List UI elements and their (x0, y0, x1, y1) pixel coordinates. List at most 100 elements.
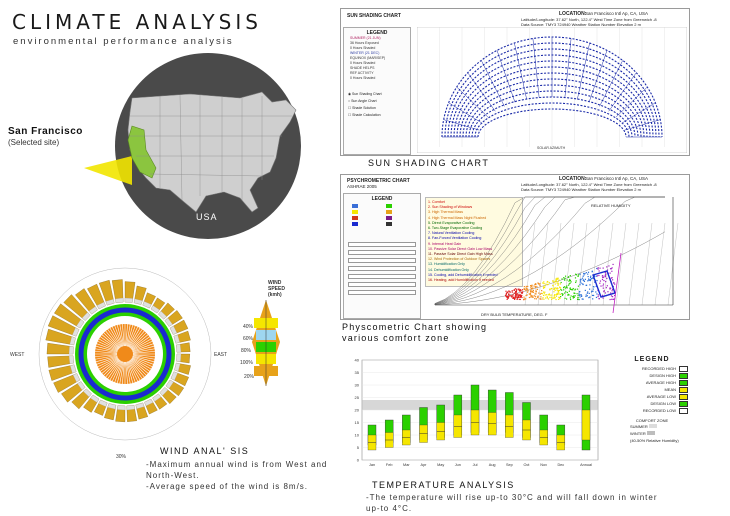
temp-legend-label: DESIGN LOW (650, 401, 676, 406)
psy-data-point (507, 297, 510, 299)
wind-petal-base (150, 305, 160, 314)
temp-month-label: May (437, 463, 444, 467)
temp-legend-item: MEAN (610, 386, 694, 393)
psy-data-point (583, 280, 586, 282)
psy-data-point (610, 295, 613, 297)
psy-data-point (598, 274, 600, 277)
temp-month-label: Sep (506, 463, 513, 467)
psy-data-point (505, 293, 507, 295)
psy-data-point (602, 283, 605, 285)
wet-bulb-line (615, 222, 627, 306)
psy-data-point (559, 283, 561, 285)
temp-note-1: -The temperature will rise up-to 30°C an… (366, 493, 658, 502)
wet-bulb-line (602, 222, 614, 306)
psy-data-point (533, 285, 535, 287)
sun-legend-item: SHADE HELPS (350, 66, 375, 70)
psy-data-point (508, 290, 510, 292)
psy-data-point (565, 286, 568, 288)
sun-path-arc (471, 96, 633, 138)
psy-control-field[interactable] (348, 274, 416, 279)
psy-data-point (557, 290, 559, 293)
psy-data-point (593, 276, 596, 278)
psy-data-point (601, 275, 604, 277)
psy-data-point (541, 293, 543, 295)
psy-swatch (352, 216, 358, 220)
sun-option-4[interactable]: ☐ Shade Calculation (348, 113, 381, 117)
temp-y-tick: 15 (355, 420, 360, 425)
psy-data-point (602, 297, 604, 299)
psy-data-point (584, 273, 586, 275)
psy-data-point (512, 297, 514, 299)
wind-petal-base (83, 388, 92, 398)
psy-data-point (587, 280, 589, 282)
psy-control-field[interactable] (348, 282, 416, 287)
sun-location-value: San Francisco Intl Ap, CA, USA (585, 11, 649, 16)
psy-control-field[interactable] (348, 250, 416, 255)
psy-data-point (542, 282, 544, 284)
sun-option-label: Sun Angle Chart (351, 99, 377, 103)
psy-data-point (569, 288, 571, 290)
psy-strategy-item: 1. Comfort (428, 200, 445, 204)
psy-data-point (573, 296, 575, 298)
psy-data-point (539, 298, 541, 300)
psy-data-point (569, 282, 571, 284)
wind-petal-base (173, 334, 180, 344)
psy-strategy-item: 7. Natural Ventilation Cooling (428, 231, 475, 236)
psy-data-point (514, 292, 517, 294)
psy-data-point (532, 291, 534, 293)
psy-data-point (595, 291, 597, 293)
temp-legend-swatch (679, 372, 688, 379)
psy-data-point (552, 284, 554, 286)
psy-data-point (549, 288, 551, 290)
psy-data-point (518, 289, 520, 291)
psy-control-field[interactable] (348, 266, 416, 271)
sun-hour-line (448, 102, 483, 124)
psy-data-point (580, 278, 582, 280)
psy-data-point (510, 295, 512, 297)
sun-option-2[interactable]: ○ Sun Angle Chart (348, 99, 377, 103)
temp-month-label: Feb (386, 463, 393, 467)
psy-data-point (567, 294, 569, 296)
psy-control-field[interactable] (348, 242, 416, 247)
psy-data-point (550, 288, 553, 290)
psy-legend-title: LEGEND (371, 196, 393, 202)
california-highlight (127, 125, 157, 179)
psy-data-point (577, 294, 579, 297)
wind-petal-base (142, 301, 152, 309)
sun-location-label: LOCATION: (559, 11, 587, 17)
psy-data-point (520, 295, 522, 298)
psy-control-field[interactable] (348, 290, 416, 295)
wet-bulb-line (654, 222, 666, 306)
psy-data-point (612, 298, 614, 301)
psy-control-field[interactable] (348, 258, 416, 263)
psy-data-point (610, 287, 612, 289)
sun-option-label: Sun Shading Chart (352, 92, 382, 96)
psy-data-point (546, 281, 548, 283)
temp-y-tick: 0 (357, 458, 360, 463)
rh-curve (434, 196, 665, 305)
psy-data-point (591, 290, 593, 292)
psy-data-point (563, 289, 565, 291)
psy-data-point (581, 298, 583, 300)
psy-x-axis-label: DRY BULB TEMPERATURE, DEG. F (481, 312, 548, 317)
psy-data-point (543, 292, 545, 294)
psy-data-point (547, 294, 549, 296)
wet-bulb-line (641, 222, 653, 306)
psy-data-point (532, 291, 535, 293)
wind-east-label: EAST (214, 352, 228, 358)
comfort-item-winter: WINTER (630, 430, 694, 437)
psy-data-point (612, 263, 614, 266)
psy-data-point (515, 293, 517, 295)
comfort-swatch (646, 431, 655, 435)
sun-hour-line (564, 38, 572, 98)
sun-option-1[interactable]: ◉ Sun Shading Chart (348, 92, 382, 96)
psy-data-point (574, 292, 576, 295)
psy-data-point (553, 288, 555, 290)
psy-data-point (574, 277, 577, 279)
psy-data-point (592, 298, 594, 300)
sun-option-3[interactable]: ☐ Shade Solution (348, 106, 376, 110)
temp-legend-swatch (679, 407, 688, 414)
psy-data-point (508, 291, 510, 293)
psy-data-point (578, 293, 580, 295)
psy-data-point (599, 267, 601, 269)
